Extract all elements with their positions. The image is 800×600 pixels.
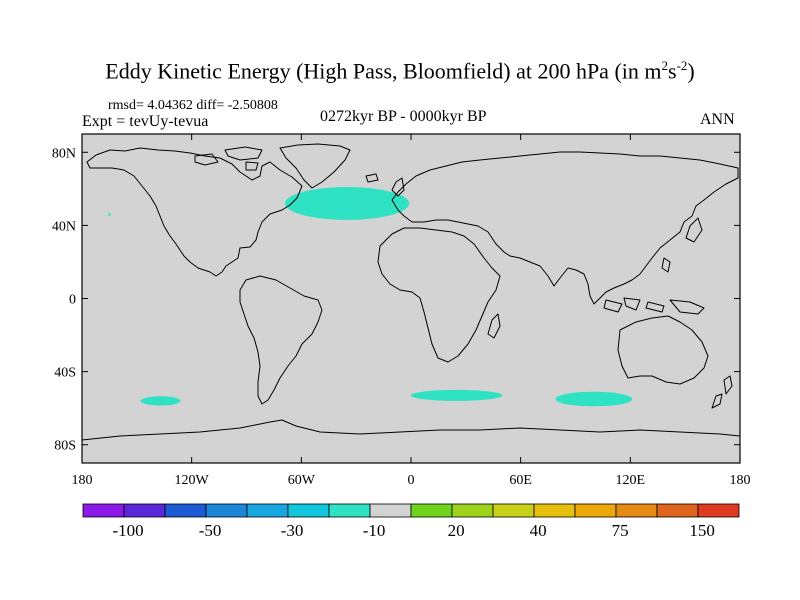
colorbar-box-9 [451, 503, 494, 518]
anomaly-region-0 [284, 187, 410, 220]
anomaly-layer [108, 187, 633, 407]
coastline-antarctica [81, 419, 741, 441]
x-tick-label-1: 120W [175, 473, 210, 488]
colorbar-label-3: -10 [363, 521, 386, 540]
colorbar-box-15 [697, 503, 740, 518]
colorbar-box-14 [656, 503, 699, 518]
colorbar-label-6: 75 [612, 521, 629, 540]
colorbar-box-8 [410, 503, 453, 518]
x-tick-label-6: 180 [730, 473, 751, 488]
period-line: 0272kyr BP - 0000kyr BP [320, 108, 487, 125]
plot-title: Eddy Kinetic Energy (High Pass, Bloomfie… [105, 58, 695, 84]
axis-ticks: 180 120W 60W 0 60E 120E 180 80N 40N 0 40S 80S [52, 134, 751, 488]
colorbar-label-5: 40 [530, 521, 547, 540]
x-tick-label-0: 180 [72, 473, 93, 488]
colorbar-box-10 [492, 503, 535, 518]
season-label: ANN [700, 111, 735, 128]
x-tick-label-3: 0 [408, 473, 415, 488]
colorbar-box-12 [574, 503, 617, 518]
y-tick-label-4: 80S [54, 439, 76, 454]
colorbar-label-0: -100 [113, 521, 144, 540]
colorbar-box-11 [533, 503, 576, 518]
colorbar-box-2 [164, 503, 207, 518]
y-tick-label-1: 40N [52, 219, 76, 234]
coastline-british-isles [365, 173, 405, 197]
map-background [82, 134, 740, 463]
stats-line: rmsd= 4.04362 diff= -2.50808 [108, 98, 278, 113]
x-tick-label-4: 60E [509, 473, 532, 488]
y-tick-label-0: 80N [52, 146, 76, 161]
colorbar-box-7 [369, 503, 412, 518]
coastline-new-guinea [669, 299, 705, 315]
y-tick-label-3: 40S [54, 366, 76, 381]
coastline-eurasia [391, 151, 739, 305]
colorbar-label-4: 20 [448, 521, 465, 540]
x-tick-label-5: 120E [616, 473, 646, 488]
coastline-australia [617, 315, 709, 385]
coastline-madagascar [487, 313, 501, 339]
coastline-arctic-islands [194, 146, 263, 171]
experiment-line: Expt = tevUy-tevua [82, 113, 209, 130]
colorbar-box-13 [615, 503, 658, 518]
colorbar-box-6 [328, 503, 371, 518]
anomaly-region-3 [555, 391, 633, 407]
x-tick-label-2: 60W [288, 473, 316, 488]
colorbar: -100 -50 -30 -10 20 40 75 150 [82, 503, 740, 540]
colorbar-box-1 [123, 503, 166, 518]
coastline-new-zealand [711, 375, 733, 409]
coastline-greenland [279, 143, 351, 189]
colorbar-box-4 [246, 503, 289, 518]
anomaly-region-1 [140, 396, 181, 406]
colorbar-box-3 [205, 503, 248, 518]
colorbar-box-0 [82, 503, 125, 518]
coastlines [81, 143, 741, 441]
coastline-north-america [86, 147, 303, 277]
coastline-africa [377, 227, 501, 363]
colorbar-label-7: 150 [689, 521, 715, 540]
coastline-indonesia [603, 257, 671, 313]
coastline-south-america [239, 275, 323, 405]
anomaly-region-2 [411, 389, 503, 401]
anomaly-region-4 [108, 212, 111, 217]
coastline-japan [685, 217, 703, 243]
colorbar-box-5 [287, 503, 330, 518]
y-tick-label-2: 0 [69, 293, 76, 308]
colorbar-label-2: -30 [281, 521, 304, 540]
colorbar-label-1: -50 [199, 521, 222, 540]
